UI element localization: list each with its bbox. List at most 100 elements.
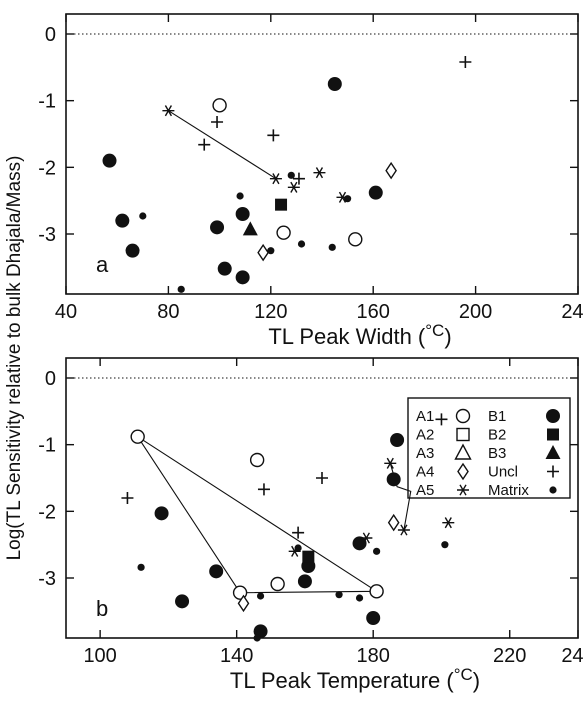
legend-marker-matrix [549, 486, 557, 494]
panel-b-point-matrix [256, 592, 265, 600]
panel-b-point-matrix [355, 594, 364, 602]
panel-a-point-a5 [287, 181, 300, 193]
panel-b-series-matrix [137, 541, 449, 642]
panel-b-x-tick-label: 220 [493, 645, 526, 667]
panel-b-point-b1 [366, 611, 381, 625]
panel-a-point-matrix [139, 212, 147, 220]
legend-label-b2: B2 [488, 427, 506, 444]
panel-a-point-b1 [235, 270, 250, 285]
panel-b-point-a1 [369, 584, 384, 599]
panel-a-point-b1 [368, 185, 383, 200]
panel-a-point-uncl [292, 172, 305, 185]
panel-a: TL Peak Width (°C) 0 -1 -2 -3 40 80 120 160 200 2… [38, 13, 583, 349]
panel-a-x-tick-label: 200 [459, 301, 492, 323]
legend-label-a1: A1 [416, 408, 434, 425]
legend-marker-a5 [457, 484, 469, 496]
panel-a-y-tick-label: -1 [38, 91, 56, 113]
panel-a-point-b1 [217, 261, 232, 276]
panel-a-point-a1 [348, 232, 363, 247]
panel-b-point-matrix [335, 591, 343, 599]
panel-b-series-b2 [302, 550, 315, 563]
panel-b-series-b1 [154, 433, 405, 639]
panel-b-point-a1 [270, 576, 285, 592]
panel-a-x-tick-label: 80 [157, 301, 179, 323]
legend-marker-a1 [455, 408, 471, 424]
panel-a-point-b1 [125, 243, 140, 258]
panel-b-y-tick-label: 0 [45, 368, 56, 390]
panel-b-point-a4 [237, 594, 250, 613]
panel-a-x-tick-label: 40 [55, 301, 77, 323]
legend-label-b3: B3 [488, 445, 506, 462]
panel-b-point-a1 [130, 429, 145, 444]
panel-a-plot-frame [65, 13, 579, 295]
panel-b-plot-frame [65, 357, 579, 639]
panel-a-point-matrix [177, 285, 185, 293]
panel-a-point-matrix [344, 195, 352, 203]
panel-a-point-a5 [162, 105, 175, 117]
panel-a-series-b3 [242, 221, 258, 236]
panel-b-y-tick-label: -2 [38, 501, 56, 523]
panel-b-y-tick-label: -1 [38, 435, 56, 457]
legend-label-uncl: Uncl [488, 464, 518, 481]
panel-a-x-tick-label: 120 [254, 301, 287, 323]
panel-a-y-tick-label: -3 [38, 224, 56, 246]
legend-marker-uncl [547, 465, 559, 478]
legend-label-b1: B1 [488, 408, 506, 425]
panel-a-x-axis-label: TL Peak Width (°C) [268, 321, 451, 349]
legend-marker-b2 [547, 428, 559, 441]
panel-a-point-uncl [198, 138, 211, 151]
panel-b-point-uncl [121, 492, 134, 504]
panel-a-point-a5 [269, 173, 282, 185]
panel-b-point-uncl [257, 483, 270, 496]
panel-a-point-uncl [459, 56, 472, 68]
panel-a-point-b2 [275, 198, 288, 211]
panel-b-x-tick-label: 140 [220, 645, 253, 667]
panel-b-point-matrix [294, 544, 302, 552]
panel-a-point-a4 [257, 243, 269, 262]
panel-a-point-a1 [276, 225, 291, 240]
panel-b-point-a4 [387, 513, 400, 532]
panel-b-point-a5 [384, 457, 397, 469]
panel-b-point-matrix [253, 634, 261, 642]
panel-a-x-tick-label: 240 [561, 301, 583, 323]
panel-b-x-axis-label: TL Peak Temperature (°C) [230, 665, 480, 693]
legend-label-matrix: Matrix [488, 482, 529, 499]
panel-b-y-tick-label: -3 [38, 568, 56, 590]
panel-a-point-b1 [102, 153, 117, 168]
panel-a-point-b3 [242, 221, 258, 236]
panel-b-connector-line [137, 436, 248, 605]
panel-b-x-tick-label: 240 [561, 645, 583, 667]
panel-a-series-a5 [162, 105, 349, 203]
panel-a-point-uncl [267, 129, 280, 142]
panel-a-point-matrix [236, 192, 244, 200]
legend-marker-a2 [456, 427, 470, 442]
legend-marker-b3 [545, 445, 561, 459]
legend-label-a2: A2 [416, 427, 434, 444]
panel-a-y-tick-label: -2 [38, 157, 56, 179]
panel-b-point-matrix [441, 541, 449, 549]
panel-a-x-tick-label: 160 [357, 301, 390, 323]
panel-b-point-a5 [360, 532, 373, 544]
panel-a-point-a4 [385, 161, 397, 180]
panel-b-point-b1 [386, 472, 401, 487]
legend-marker-a4 [457, 462, 469, 481]
panel-a-point-b1 [115, 213, 130, 228]
panel-b-point-a1 [249, 452, 265, 468]
panel-b-point-b1 [175, 594, 190, 609]
panel-a-point-b1 [210, 220, 225, 235]
panel-a-point-uncl [211, 116, 224, 128]
legend-box [407, 397, 571, 499]
panel-a-connector-line [168, 110, 277, 180]
panel-b-point-b2 [302, 550, 315, 563]
legend-marker-b1 [546, 409, 560, 423]
panel-a-label: a [96, 252, 109, 277]
legend-label-a4: A4 [416, 464, 434, 481]
panel-b-point-b1 [297, 574, 312, 589]
panel-a-point-a5 [313, 167, 326, 179]
panel-b-point-b1 [154, 506, 169, 521]
panel-a-series-a1 [212, 98, 363, 247]
legend-marker-a3 [454, 443, 472, 460]
panel-b-point-uncl [316, 472, 328, 484]
panel-b-point-a5 [397, 524, 410, 536]
